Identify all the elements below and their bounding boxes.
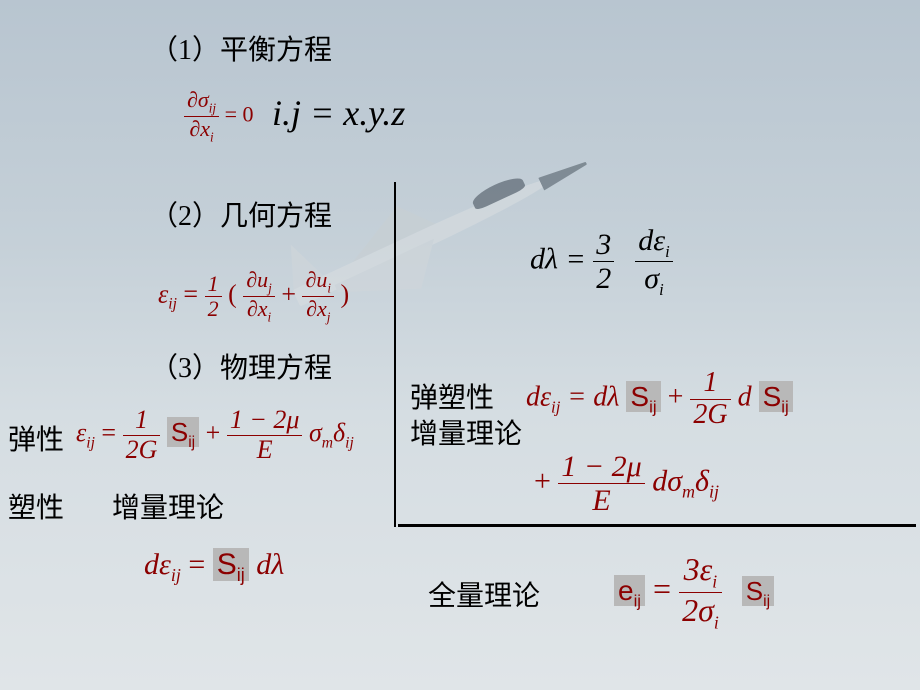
- label-plastic: 塑性: [8, 486, 64, 526]
- eq-geometry: εij = 1 2 ( ∂uj ∂xi + ∂ui ∂xj ): [158, 268, 349, 325]
- label-increment: 增量理论: [112, 486, 224, 526]
- eq-dlambda: dλ = 3 2 dεi σi: [530, 224, 673, 299]
- heading-3: （3）物理方程: [150, 346, 332, 386]
- label-elastic: 弹性: [8, 418, 64, 458]
- label-elastoplastic-l1: 弹塑性: [410, 376, 494, 416]
- eq-total: eij = 3εi 2σi Sij: [614, 552, 774, 632]
- eq-elastoplastic-l1: dεij = dλ Sij + 1 2G d Sij: [526, 368, 793, 431]
- label-elastoplastic-l2: 增量理论: [410, 412, 522, 452]
- eq-indices: i.j = x.y.z: [272, 92, 405, 134]
- vertical-divider: [394, 182, 396, 527]
- label-total: 全量理论: [428, 574, 540, 614]
- eq-elastoplastic-l2: + 1 − 2μ E dσmδij: [534, 450, 719, 517]
- horizontal-divider: [398, 524, 916, 527]
- eq-balance: ∂σij ∂xi = 0: [184, 88, 253, 145]
- eq-plastic-increment: dεij = Sij dλ: [144, 548, 284, 586]
- heading-2: （2）几何方程: [150, 194, 332, 234]
- eq-elastic: εij = 1 2G Sij + 1 − 2μ E σmδij: [76, 406, 354, 464]
- heading-1: （1）平衡方程: [150, 28, 332, 68]
